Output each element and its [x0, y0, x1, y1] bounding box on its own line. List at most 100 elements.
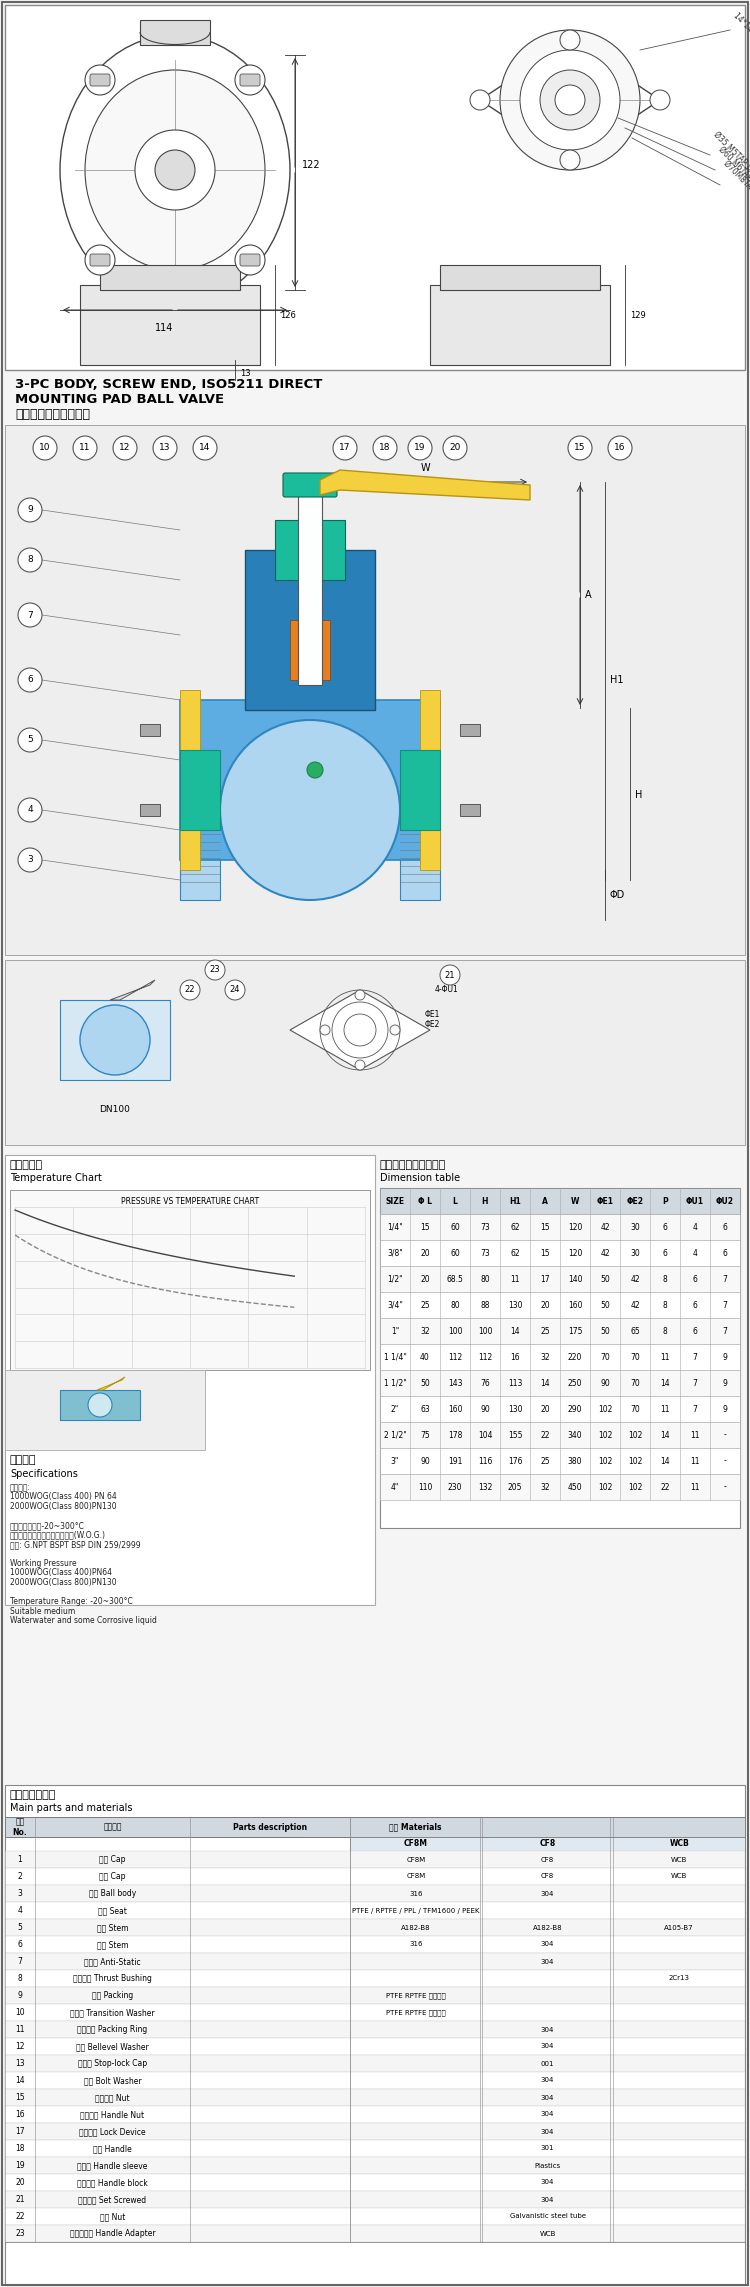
Text: 340: 340: [568, 1429, 582, 1439]
Text: 8: 8: [663, 1301, 668, 1310]
Text: CF8M: CF8M: [406, 1857, 425, 1862]
Text: 序号
No.: 序号 No.: [13, 1818, 27, 1836]
Text: 80: 80: [450, 1301, 460, 1310]
Text: Temperature Chart: Temperature Chart: [10, 1173, 102, 1182]
Text: 螺母 Nut: 螺母 Nut: [100, 2212, 125, 2221]
Circle shape: [18, 604, 42, 627]
Text: 14: 14: [510, 1326, 520, 1336]
Bar: [380, 1345, 740, 1370]
Bar: [380, 1292, 740, 1317]
Text: 8: 8: [663, 1274, 668, 1283]
Bar: [5, 1937, 745, 1953]
Text: 63: 63: [420, 1404, 430, 1413]
Text: 7: 7: [17, 1958, 22, 1967]
Bar: [140, 21, 210, 46]
Bar: [10, 1189, 370, 1370]
Text: Suitable medium: Suitable medium: [10, 1605, 75, 1615]
Bar: [275, 519, 345, 581]
Text: 42: 42: [630, 1301, 640, 1310]
Text: 阀体 Ball body: 阀体 Ball body: [88, 1889, 136, 1898]
Text: 70: 70: [630, 1404, 640, 1413]
Text: 手柄 Handle: 手柄 Handle: [93, 2143, 132, 2152]
Bar: [5, 1903, 745, 1919]
Text: 104: 104: [478, 1429, 492, 1439]
Bar: [245, 549, 375, 709]
Text: 316: 316: [409, 1891, 422, 1896]
Text: 160: 160: [448, 1404, 462, 1413]
Text: 130: 130: [508, 1301, 522, 1310]
Text: Ø35 M5TAP DP8: Ø35 M5TAP DP8: [712, 130, 750, 181]
Text: CF8: CF8: [539, 1839, 556, 1848]
Text: 20: 20: [540, 1301, 550, 1310]
Bar: [100, 265, 240, 290]
Circle shape: [355, 990, 365, 999]
Text: 3: 3: [17, 1889, 22, 1898]
Text: 填料 Bolt Washer: 填料 Bolt Washer: [84, 2077, 141, 2086]
Text: 304: 304: [541, 1942, 554, 1949]
Text: 129: 129: [630, 311, 646, 320]
Text: W: W: [420, 462, 430, 473]
Text: 102: 102: [598, 1482, 612, 1491]
Circle shape: [180, 981, 200, 999]
Text: 15: 15: [540, 1224, 550, 1230]
Bar: [5, 2225, 745, 2241]
Circle shape: [18, 499, 42, 521]
Text: 4: 4: [27, 805, 33, 814]
Text: 102: 102: [628, 1482, 642, 1491]
Bar: [440, 265, 600, 290]
Text: 填料 Stem: 填料 Stem: [97, 1939, 128, 1949]
Text: 端盖 Cap: 端盖 Cap: [99, 1855, 126, 1864]
Circle shape: [85, 64, 115, 96]
Text: -: -: [724, 1482, 726, 1491]
Text: 13: 13: [15, 2058, 25, 2067]
Text: 6: 6: [27, 675, 33, 684]
Text: 过渡垫 Transition Washer: 过渡垫 Transition Washer: [70, 2008, 154, 2017]
Text: 22: 22: [15, 2212, 25, 2221]
Text: 温度变化图: 温度变化图: [10, 1160, 43, 1171]
Text: 23: 23: [210, 965, 220, 974]
Bar: [5, 5, 745, 370]
Bar: [5, 2003, 745, 2022]
Bar: [60, 999, 170, 1079]
Bar: [180, 691, 200, 869]
Circle shape: [225, 981, 245, 999]
Text: PTFE RPTFE 波口组件: PTFE RPTFE 波口组件: [386, 1992, 446, 1999]
Text: 13: 13: [159, 444, 171, 453]
Circle shape: [18, 727, 42, 752]
Text: 产品特征: 产品特征: [10, 1455, 37, 1466]
Bar: [5, 425, 745, 956]
FancyBboxPatch shape: [90, 254, 110, 265]
Circle shape: [153, 437, 177, 460]
Text: 22: 22: [660, 1482, 670, 1491]
Text: CF8: CF8: [541, 1857, 554, 1862]
FancyBboxPatch shape: [90, 73, 110, 87]
Text: 102: 102: [598, 1429, 612, 1439]
Text: 11: 11: [80, 444, 91, 453]
Text: 手柄挡块 Handle block: 手柄挡块 Handle block: [77, 2177, 148, 2186]
Text: WCB: WCB: [671, 1873, 687, 1880]
Text: 4-ΦU1: 4-ΦU1: [435, 986, 459, 995]
Text: 3-PC BODY, SCREW END, ISO5211 DIRECT
MOUNTING PAD BALL VALVE: 3-PC BODY, SCREW END, ISO5211 DIRECT MOU…: [15, 377, 322, 407]
Text: 32: 32: [420, 1326, 430, 1336]
Text: 6: 6: [722, 1249, 728, 1258]
Text: W: W: [571, 1196, 579, 1205]
Text: 14: 14: [540, 1379, 550, 1388]
Circle shape: [440, 965, 460, 986]
Text: 20: 20: [449, 444, 460, 453]
Text: 螺纹: G.NPT BSPT BSP DIN 259/2999: 螺纹: G.NPT BSPT BSP DIN 259/2999: [10, 1539, 141, 1548]
Text: 112: 112: [448, 1352, 462, 1361]
Circle shape: [235, 64, 265, 96]
Text: 90: 90: [600, 1379, 610, 1388]
Text: 70: 70: [630, 1379, 640, 1388]
Bar: [5, 2056, 745, 2072]
Polygon shape: [140, 725, 160, 736]
Bar: [5, 2088, 745, 2106]
Text: 1/4": 1/4": [387, 1224, 403, 1230]
Text: 25: 25: [540, 1457, 550, 1466]
Text: 304: 304: [541, 1958, 554, 1965]
Text: CF8M: CF8M: [404, 1839, 427, 1848]
Text: A182-B8: A182-B8: [532, 1923, 562, 1930]
Circle shape: [193, 437, 217, 460]
Text: 6: 6: [692, 1301, 698, 1310]
Text: 7: 7: [722, 1326, 728, 1336]
